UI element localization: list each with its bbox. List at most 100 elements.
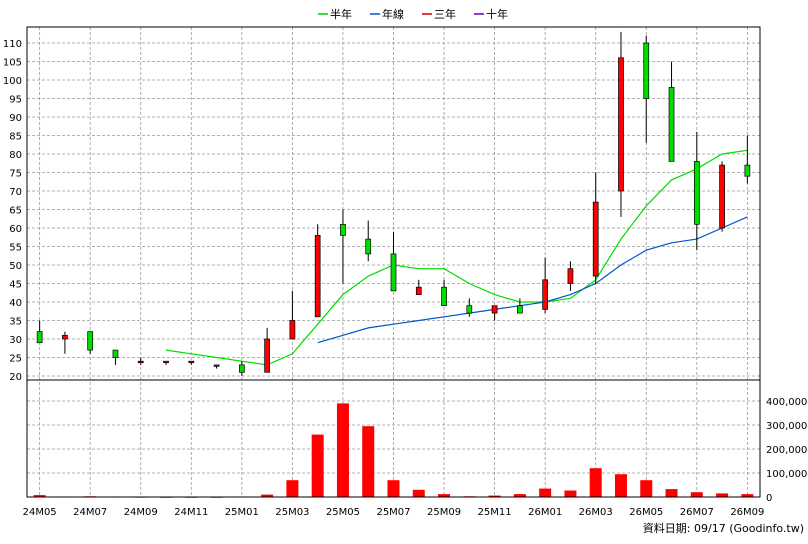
volume-bar	[564, 490, 577, 497]
x-tick-label: 24M11	[174, 507, 208, 518]
x-tick-label: 26M07	[680, 507, 714, 518]
price-tick-label: 75	[9, 169, 22, 180]
price-tick-label: 20	[9, 372, 22, 383]
x-tick-label: 25M07	[376, 507, 410, 518]
candlesticks	[36, 31, 751, 376]
volume-bar	[336, 403, 349, 497]
price-tick-label: 105	[3, 58, 22, 69]
x-tick-label: 25M09	[427, 507, 461, 518]
candle-body	[289, 320, 296, 340]
moving-average-lines	[165, 149, 748, 366]
chart-frames	[26, 26, 761, 498]
candle-body	[264, 338, 270, 373]
volume-bar	[741, 494, 754, 497]
volume-bar	[311, 434, 324, 497]
x-tick-label: 26M09	[730, 507, 764, 518]
x-tick-label: 26M03	[579, 507, 613, 518]
volume-bar	[640, 480, 653, 497]
volume-bar	[412, 489, 425, 497]
volume-bar	[513, 494, 526, 497]
candle-body	[744, 164, 751, 177]
candle-body	[618, 57, 624, 192]
volume-bar	[286, 480, 299, 497]
volume-bar	[261, 494, 274, 497]
price-tick-label: 55	[9, 243, 22, 254]
candle-body	[693, 161, 700, 225]
price-tick-label: 60	[9, 224, 22, 235]
price-tick-label: 90	[9, 113, 22, 124]
ma-year-line	[317, 216, 748, 344]
candle-body	[415, 286, 422, 295]
candle-body	[62, 334, 68, 340]
candle-body	[112, 349, 119, 358]
x-axis-ticks: 24M05 24M07 24M09 24M11 25M01 25M03 25M05 25M07…	[23, 507, 765, 518]
candle-body	[517, 305, 523, 314]
price-tick-label: 85	[9, 132, 22, 143]
x-tick-label: 25M05	[326, 507, 360, 518]
candle-body	[390, 253, 397, 292]
candle-body	[668, 87, 675, 162]
volume-bar	[362, 426, 375, 497]
x-tick-label: 24M05	[23, 507, 57, 518]
volume-axis-ticks: 0 100,000 200,000 300,000 400,000	[766, 397, 807, 504]
candle-body	[340, 223, 346, 236]
volume-tick-label: 300,000	[766, 421, 807, 432]
volume-bar	[33, 495, 46, 497]
candle-body	[567, 268, 574, 284]
candle-body	[466, 305, 473, 314]
candle-body	[163, 360, 169, 364]
volume-tick-label: 200,000	[766, 445, 807, 456]
candle-body	[36, 331, 43, 344]
x-tick-label: 25M03	[275, 507, 309, 518]
plot-frame	[26, 26, 761, 498]
candle-body	[188, 360, 195, 364]
volume-bar	[539, 488, 552, 497]
volume-bars	[33, 403, 754, 498]
candle-body	[491, 305, 498, 314]
candle-body	[592, 201, 599, 277]
volume-bar	[589, 468, 602, 497]
price-tick-label: 40	[9, 298, 22, 309]
candle-body	[238, 364, 245, 373]
x-tick-label: 24M07	[73, 507, 107, 518]
price-tick-label: 50	[9, 261, 22, 272]
price-tick-label: 80	[9, 150, 22, 161]
x-tick-label: 26M01	[528, 507, 562, 518]
volume-bar	[690, 492, 703, 497]
volume-bar	[488, 495, 501, 497]
legend-label-1: 年線	[382, 7, 404, 21]
volume-bar	[387, 480, 400, 497]
candle-body	[213, 364, 220, 367]
legend-label-3: 十年	[486, 7, 508, 21]
price-tick-label: 70	[9, 187, 22, 198]
volume-bar	[614, 474, 627, 497]
volume-bar	[665, 489, 678, 497]
volume-bar	[438, 494, 451, 497]
ma-half-year-line	[165, 149, 748, 366]
price-tick-label: 25	[9, 354, 22, 365]
legend: 半年 年線 三年 十年	[318, 7, 508, 21]
price-tick-label: 100	[3, 76, 22, 87]
x-tick-label: 24M09	[124, 507, 158, 518]
price-tick-label: 35	[9, 317, 22, 328]
volume-tick-label: 0	[766, 493, 772, 504]
x-tick-label: 25M11	[478, 507, 512, 518]
price-tick-label: 110	[3, 39, 22, 50]
candle-body	[365, 238, 372, 255]
x-tick-label: 26M05	[629, 507, 663, 518]
legend-label-0: 半年	[330, 7, 352, 21]
legend-label-2: 三年	[434, 7, 456, 21]
candle-body	[441, 286, 447, 307]
candle-body	[719, 164, 725, 229]
candle-body	[542, 279, 549, 310]
candle-body	[643, 42, 650, 99]
volume-tick-label: 100,000	[766, 469, 807, 480]
data-date-footer: 資料日期: 09/17 (Goodinfo.tw)	[643, 521, 804, 535]
volume-tick-label: 400,000	[766, 397, 807, 408]
price-tick-label: 95	[9, 95, 22, 106]
candle-body	[87, 331, 94, 351]
price-tick-label: 65	[9, 206, 22, 217]
price-tick-label: 45	[9, 280, 22, 291]
